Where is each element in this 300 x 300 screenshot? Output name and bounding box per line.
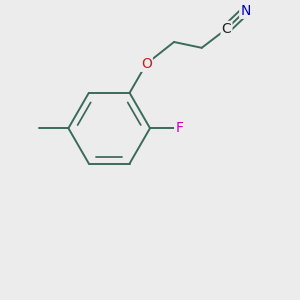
Text: O: O [141,57,152,71]
Text: N: N [240,4,250,18]
Text: F: F [175,121,183,135]
Text: C: C [222,22,231,36]
